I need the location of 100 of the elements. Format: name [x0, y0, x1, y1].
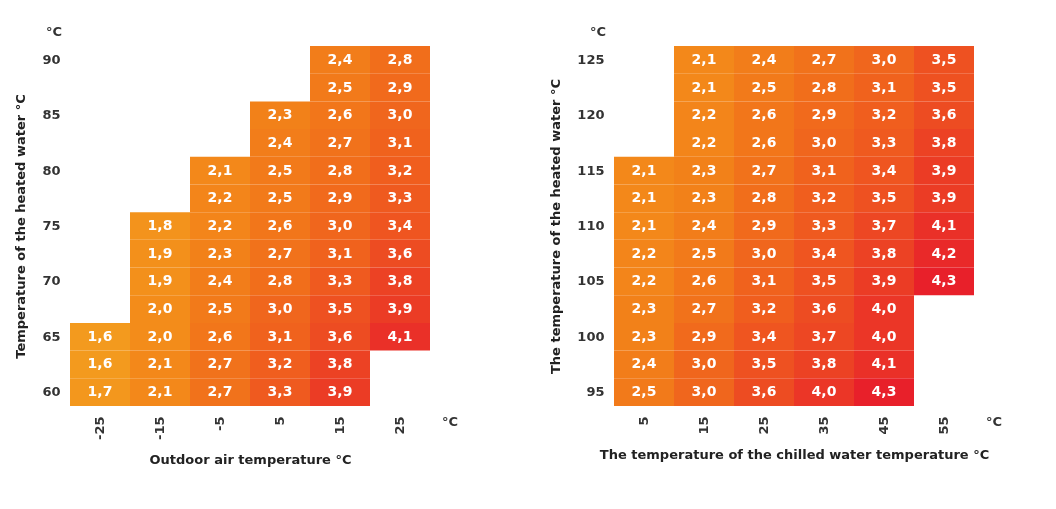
- data-label: 2,4: [267, 133, 293, 150]
- data-label: 2,9: [751, 217, 777, 233]
- data-label: 2,8: [751, 189, 777, 206]
- data-label: 2,4: [691, 217, 717, 233]
- data-label: 2,0: [147, 327, 173, 344]
- data-label: 2,8: [267, 272, 293, 289]
- x-tick-label: 35: [816, 416, 831, 435]
- data-label: 3,4: [751, 327, 777, 344]
- y-tick-label: 105: [577, 273, 605, 289]
- data-label: 3,3: [811, 217, 837, 233]
- x-tick-label: 25: [756, 416, 771, 435]
- data-label: 2,5: [207, 300, 233, 317]
- y-tick-label: 75: [42, 218, 61, 233]
- data-label: 3,6: [811, 300, 837, 317]
- data-label: 3,9: [871, 272, 897, 289]
- data-label: 2,1: [207, 161, 233, 178]
- x-tick-label: -5: [212, 416, 227, 431]
- data-label: 3,5: [811, 272, 837, 289]
- data-label: 3,7: [871, 217, 897, 233]
- data-label: 2,2: [691, 133, 717, 150]
- data-label: 2,7: [811, 50, 837, 67]
- data-label: 3,2: [267, 355, 293, 372]
- data-label: 2,4: [751, 50, 777, 67]
- data-label: 3,6: [931, 106, 957, 123]
- data-label: 2,4: [207, 272, 233, 289]
- data-label: 2,2: [207, 217, 233, 233]
- y-tick-label: 90: [42, 51, 61, 67]
- data-label: 3,6: [387, 244, 413, 261]
- data-label: 4,0: [811, 383, 837, 400]
- data-label: 3,5: [327, 300, 353, 317]
- data-label: 2,6: [267, 217, 293, 233]
- data-label: 2,2: [691, 106, 717, 123]
- data-label: 2,8: [327, 161, 353, 178]
- y-tick-label: 115: [577, 162, 605, 178]
- data-label: 3,7: [811, 327, 837, 344]
- data-label: 3,3: [267, 383, 293, 400]
- data-label: 4,3: [931, 272, 957, 289]
- data-label: 3,6: [751, 383, 777, 400]
- data-label: 3,2: [751, 300, 777, 317]
- data-label: 3,2: [871, 106, 897, 123]
- data-label: 3,4: [387, 217, 413, 233]
- data-label: 3,8: [871, 244, 897, 261]
- text: °C: [590, 24, 607, 39]
- data-label: 2,3: [691, 161, 717, 178]
- data-label: 2,1: [631, 217, 657, 233]
- data-label: 3,5: [751, 355, 777, 372]
- data-label: 3,1: [327, 244, 353, 261]
- data-label: 3,3: [327, 272, 353, 289]
- y-tick-label: 65: [42, 328, 61, 344]
- data-label: 3,3: [871, 133, 897, 150]
- data-label: 2,5: [267, 161, 293, 178]
- data-label: 2,6: [691, 272, 717, 289]
- data-label: 2,3: [267, 106, 293, 123]
- data-label: 2,2: [207, 189, 233, 206]
- data-label: 3,0: [327, 217, 353, 233]
- data-label: 2,5: [631, 383, 657, 400]
- data-label: 4,0: [871, 300, 897, 317]
- data-label: 3,8: [327, 355, 353, 372]
- x-tick-label: 15: [332, 416, 347, 435]
- y-tick-label: 85: [42, 107, 61, 123]
- data-label: 1,6: [87, 327, 113, 344]
- data-label: 3,0: [267, 300, 293, 317]
- data-label: 4,3: [871, 383, 897, 400]
- x-tick-label: 55: [936, 416, 951, 435]
- data-label: 1,7: [87, 383, 113, 400]
- data-label: 4,1: [871, 355, 897, 372]
- data-label: 3,8: [811, 355, 837, 372]
- x-tick-label: 5: [636, 416, 651, 426]
- data-label: 2,1: [691, 78, 717, 95]
- x-tick-label: 15: [696, 416, 711, 435]
- data-label: 2,3: [691, 189, 717, 206]
- x-tick-label: 5: [272, 416, 287, 426]
- data-label: 3,0: [691, 355, 717, 372]
- data-label: 2,3: [631, 327, 657, 344]
- data-label: 2,5: [327, 78, 353, 95]
- data-label: 3,6: [327, 327, 353, 344]
- data-label: 1,8: [147, 217, 173, 233]
- data-label: 2,9: [327, 189, 353, 206]
- data-label: 3,1: [871, 78, 897, 95]
- data-label: 2,5: [267, 189, 293, 206]
- y-tick-label: 60: [42, 384, 61, 400]
- x-tick-label: -25: [92, 416, 107, 440]
- text: °C: [46, 24, 63, 39]
- text: °C: [986, 414, 1003, 429]
- data-label: 3,1: [751, 272, 777, 289]
- x-tick-label: 45: [876, 416, 891, 435]
- y-tick-label: 80: [42, 162, 61, 178]
- data-label: 3,0: [387, 106, 413, 123]
- data-label: 2,2: [631, 272, 657, 289]
- data-label: 4,1: [931, 217, 957, 233]
- data-label: 1,9: [147, 272, 173, 289]
- data-label: 2,1: [631, 189, 657, 206]
- data-label: 2,1: [631, 161, 657, 178]
- data-label: 2,7: [751, 161, 777, 178]
- y-axis-title: Temperature of the heated water °C: [13, 94, 29, 359]
- data-label: 2,3: [207, 244, 233, 261]
- data-label: 3,8: [931, 133, 957, 150]
- data-label: 2,8: [387, 50, 413, 67]
- y-tick-label: 95: [586, 384, 605, 400]
- data-label: 2,6: [751, 106, 777, 123]
